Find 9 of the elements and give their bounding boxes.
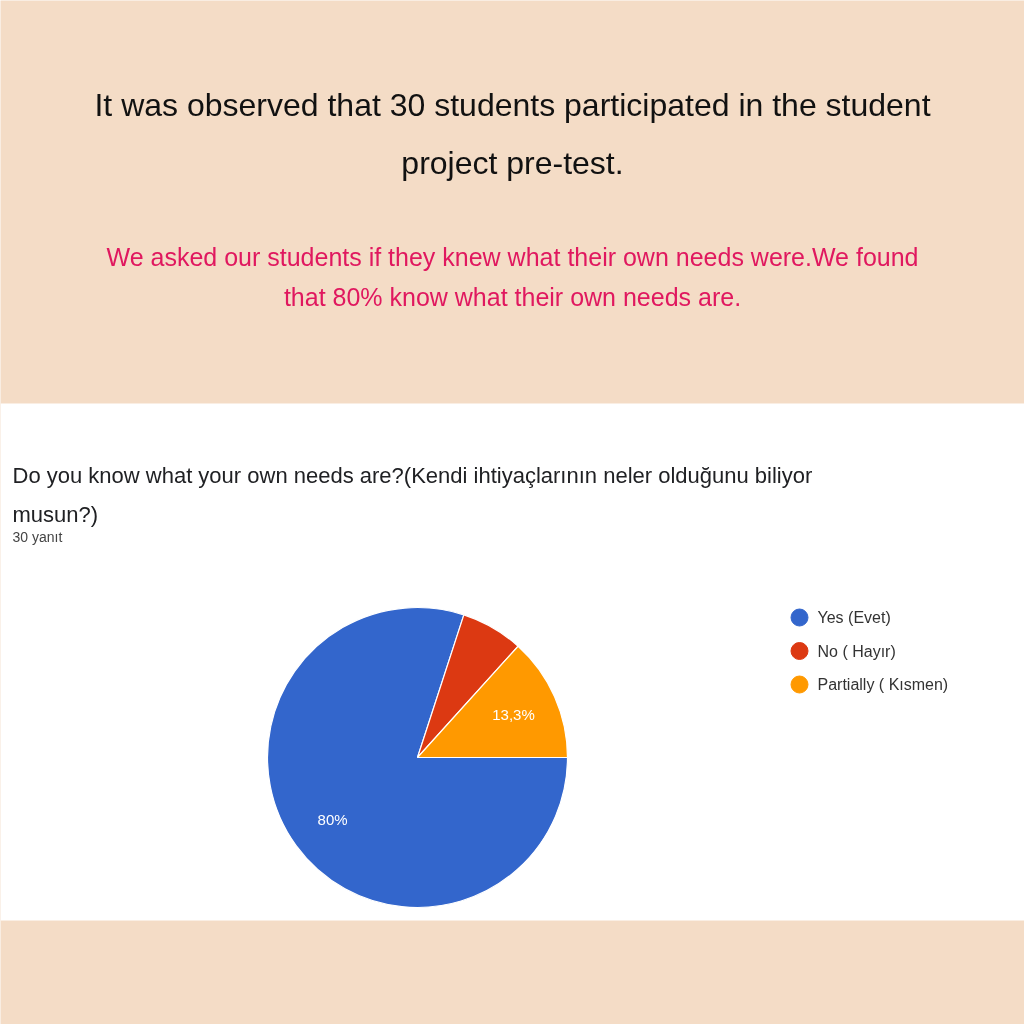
legend-label: Partially ( Kısmen) <box>817 676 949 693</box>
chart-title: Do you know what your own needs are?(Kendi ihtiyaçlarının neler olduğunu biliyor musun?) <box>12 462 813 527</box>
data-label: 13,3% <box>492 706 535 724</box>
text: It was observed that 30 students participated in the student project pre-test. <box>94 86 931 182</box>
legend-label: No ( Hayır) <box>817 642 896 660</box>
text: 30 yanıt <box>12 528 63 545</box>
text: We asked our students if they knew what their own needs were.We found that 80% know what their own needs are. <box>106 242 919 312</box>
legend-label: Yes (Evet) <box>817 609 891 626</box>
data-label: 80% <box>317 810 348 828</box>
